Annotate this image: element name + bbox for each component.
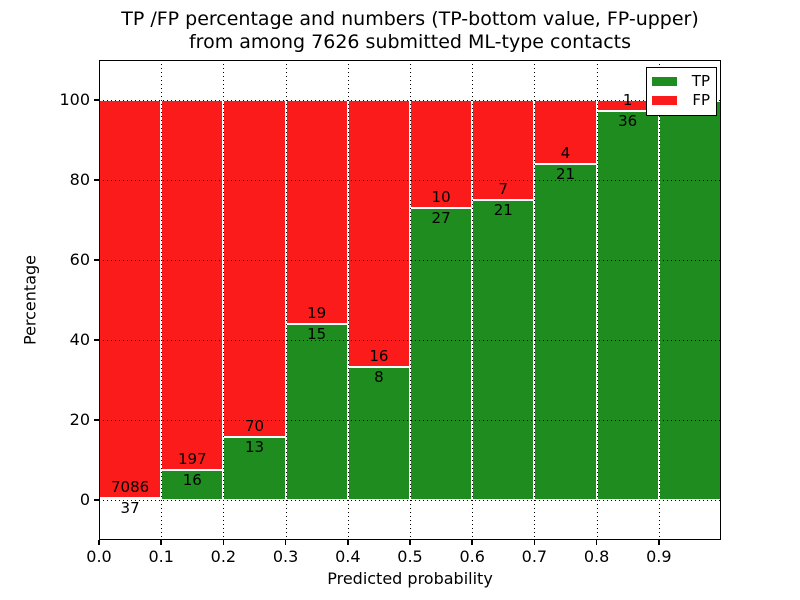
bar-count-label-fp: 7 <box>498 180 509 198</box>
x-axis-tick <box>98 540 100 545</box>
x-gridline <box>658 60 660 540</box>
x-axis-tick-label: 0.8 <box>583 547 610 566</box>
y-axis-tick <box>94 99 99 101</box>
bar-count-label-tp: 27 <box>431 209 451 228</box>
x-axis-tick-label: 0.3 <box>272 547 299 566</box>
bar-segment-fp <box>223 100 286 438</box>
x-gridline <box>347 60 349 540</box>
plot-area: 7086371971670131915168102772142113622 <box>99 60 721 540</box>
x-axis-tick <box>595 540 598 545</box>
bar-segment-tp <box>161 469 224 500</box>
bar-count-label-fp: 10 <box>431 188 451 207</box>
bar-segment-fp <box>161 100 224 470</box>
y-axis-tick-label: 20 <box>69 410 90 429</box>
y-axis-tick-label: 40 <box>69 330 90 349</box>
bar-count-label-tp: 15 <box>307 324 327 343</box>
bar-segment-tp <box>285 323 348 500</box>
y-axis-tick <box>94 499 99 501</box>
x-axis-tick-label: 0.7 <box>521 547 548 566</box>
x-gridline <box>223 60 225 540</box>
y-axis-tick <box>94 179 99 181</box>
bar-segment-tp <box>223 437 286 500</box>
x-axis-tick <box>160 540 162 545</box>
legend-label-tp: TP <box>691 72 710 90</box>
bar-count-label-tp: 37 <box>120 498 140 517</box>
x-gridline <box>285 60 287 540</box>
chart-title-line-2: from among 7626 submitted ML-type contac… <box>188 31 632 53</box>
bar-count-label-fp: 4 <box>560 144 571 162</box>
y-axis-tick <box>94 259 99 261</box>
bar-segment-fp <box>347 100 410 367</box>
bar-count-label-fp: 16 <box>369 346 389 365</box>
bar-segment-tp <box>347 366 410 500</box>
bar-count-label-tp: 8 <box>374 367 384 386</box>
x-axis-label: Predicted probability <box>327 569 493 588</box>
x-gridline <box>472 60 474 540</box>
bar-segment-tp <box>472 200 535 500</box>
legend-row-fp: FP <box>652 91 710 110</box>
bar-segment-fp <box>285 100 348 324</box>
bar-segment-tp <box>596 110 659 500</box>
bar-count-label-tp: 13 <box>244 438 265 457</box>
x-axis-tick-label: 0.1 <box>148 547 174 566</box>
y-axis-tick-label: 100 <box>59 90 90 109</box>
tp-legend-swatch-icon <box>652 77 677 86</box>
x-axis-tick <box>658 540 660 545</box>
bar-count-label-tp: 36 <box>618 111 638 130</box>
bar-segment-tp <box>534 164 597 500</box>
chart-title-line-1: TP /FP percentage and numbers (TP-bottom… <box>121 8 699 30</box>
bar-count-label-fp: 19 <box>307 303 327 322</box>
bar-count-label-fp: 7086 <box>111 477 150 496</box>
x-axis-tick <box>222 540 225 545</box>
x-axis-tick-label: 0.2 <box>210 547 237 566</box>
y-axis-tick-label: 60 <box>69 250 90 269</box>
x-axis-tick-label: 0.5 <box>397 547 423 566</box>
legend-row-tp: TP <box>652 72 710 91</box>
bar-segment-fp <box>99 100 162 498</box>
x-axis-tick <box>347 540 349 545</box>
bar-count-label-fp: 197 <box>177 449 207 468</box>
bar-count-label-fp: 70 <box>244 417 265 436</box>
bar-segment-tp <box>658 100 721 500</box>
x-axis-tick <box>284 540 287 545</box>
x-gridline <box>534 60 536 540</box>
legend: TP FP <box>646 67 717 116</box>
x-axis-tick-label: 0.9 <box>646 547 672 566</box>
bar-count-label-fp: 1 <box>622 90 633 109</box>
x-axis-tick-label: 0.6 <box>459 547 485 566</box>
x-axis-tick <box>533 540 536 545</box>
y-axis-tick-label: 0 <box>79 490 90 509</box>
y-axis-tick <box>94 339 99 341</box>
x-gridline <box>161 60 163 540</box>
y-axis-label: Percentage <box>20 254 40 346</box>
x-axis-tick-label: 0.4 <box>335 547 361 566</box>
bar-count-label-tp: 16 <box>182 470 202 489</box>
x-axis-tick <box>409 540 411 545</box>
x-axis-tick <box>471 540 473 545</box>
bar-count-label-tp: 21 <box>493 201 513 219</box>
fp-legend-swatch-icon <box>652 96 677 105</box>
x-gridline <box>596 60 598 540</box>
x-axis-tick-label: 0.0 <box>86 547 112 566</box>
x-gridline <box>410 60 411 540</box>
bar-count-label-tp: 21 <box>555 165 576 183</box>
bar-segment-tp <box>410 208 473 500</box>
y-axis-tick-label: 80 <box>69 170 90 189</box>
y-axis-tick <box>94 419 99 421</box>
legend-label-fp: FP <box>692 91 710 109</box>
